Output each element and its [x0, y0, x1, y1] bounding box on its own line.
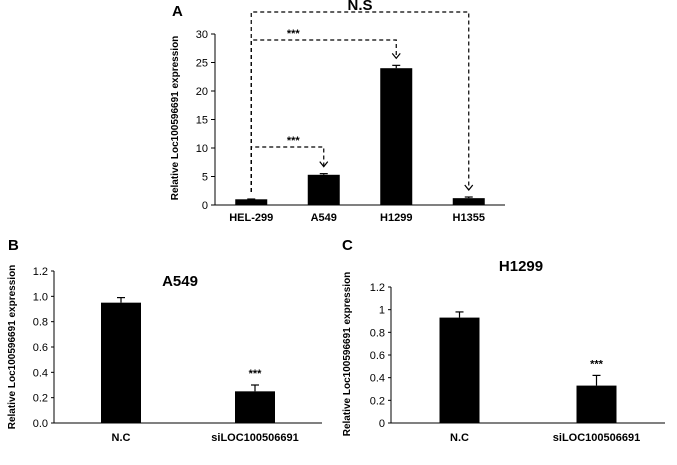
- panel-b-y-tick-label: 0.4: [33, 367, 48, 379]
- panel-b-significance-label: ***: [249, 368, 263, 380]
- panel-b-y-tick-label: 0.0: [33, 418, 48, 430]
- panel-b-bars: N.C siLOC100506691 ***: [101, 297, 299, 444]
- panel-c: C Relative Loc100596691 expression H1299…: [342, 237, 665, 444]
- panel-c-letter: C: [342, 237, 353, 254]
- panel-a-bar: [307, 174, 340, 205]
- panel-b-letter: B: [8, 237, 19, 254]
- panel-a-y-tick-label: 10: [196, 143, 208, 155]
- panel-b-title: A549: [162, 273, 198, 290]
- panel-a-category-label: H1355: [453, 212, 485, 224]
- panel-a-category-label: HEL-299: [229, 212, 273, 224]
- panel-c-significance-label: ***: [590, 358, 604, 370]
- panel-c-bars: N.C siLOC100506691 ***: [439, 311, 640, 444]
- panel-a-y-tick-label: 20: [196, 86, 208, 98]
- panel-a-y-axis-label: Relative Loc100596691 expression: [170, 36, 181, 201]
- panel-a-category-label: A549: [311, 212, 337, 224]
- panel-a-y-tick-label: 0: [202, 200, 208, 212]
- panel-b-y-tick-label: 0.2: [33, 393, 48, 405]
- panel-c-bar: [576, 385, 617, 423]
- panel-a-y-tick-label: 25: [196, 58, 208, 70]
- panel-a-bracket-arrowhead: [319, 161, 329, 168]
- panel-a-axes: 0 5 10 15 20 25 30: [196, 29, 505, 212]
- panel-a-significance-brackets: *** *** N.S: [250, 0, 474, 193]
- panel-a-bar: [380, 68, 413, 205]
- panel-c-y-tick-label: 0.8: [370, 327, 385, 339]
- panel-b-category-label: siLOC100506691: [211, 432, 298, 444]
- panel-c-title: H1299: [499, 258, 543, 275]
- panel-b-bar: [101, 302, 141, 423]
- panel-c-category-label: N.C: [450, 432, 469, 444]
- panel-b-y-tick-label: 0.6: [33, 342, 48, 354]
- panel-a-y-tick-label: 15: [196, 115, 208, 127]
- panel-b: B Relative Loc100596691 expression A549 …: [7, 237, 322, 444]
- panel-a-bracket-arrowhead: [464, 184, 474, 191]
- panel-a-significance-bracket: [250, 39, 397, 193]
- panel-a-y-tick-label: 30: [196, 29, 208, 41]
- panel-a-y-tick-label: 5: [202, 172, 208, 184]
- panel-b-y-tick-label: 0.8: [33, 317, 48, 329]
- panel-b-y-tick-label: 1.2: [33, 266, 48, 278]
- panel-b-y-axis-label: Relative Loc100596691 expression: [7, 265, 18, 430]
- panel-c-y-axis-label: Relative Loc100596691 expression: [342, 272, 353, 437]
- panel-c-y-tick-label: 0.2: [370, 395, 385, 407]
- panel-c-y-tick-label: 0.6: [370, 350, 385, 362]
- panel-a-bracket-arrowhead: [391, 52, 401, 60]
- panel-c-bar: [439, 317, 480, 423]
- panel-a-bracket-label: ***: [287, 28, 301, 40]
- panel-a-significance-bracket: [250, 11, 470, 193]
- panel-a-letter: A: [172, 3, 183, 20]
- panel-c-axes: 0 0.2 0.4 0.6 0.8 1 1.2: [370, 282, 665, 430]
- panel-a-bracket-label: N.S: [347, 0, 372, 14]
- panel-b-axes: 0.0 0.2 0.4 0.6 0.8 1.0 1.2: [33, 266, 322, 430]
- panel-a-bar: [235, 199, 268, 205]
- panel-a-category-label: H1299: [380, 212, 412, 224]
- panel-b-bar: [235, 391, 275, 423]
- panel-c-category-label: siLOC100506691: [553, 432, 640, 444]
- panel-a-bars: HEL-299 A549 H1299 H1355: [229, 64, 485, 224]
- panel-c-y-tick-label: 0: [379, 418, 385, 430]
- panel-b-category-label: N.C: [112, 432, 131, 444]
- panel-c-y-tick-label: 1: [379, 305, 385, 317]
- panel-a: A Relative Loc100596691 expression 0 5 10 1…: [170, 0, 505, 224]
- panel-c-y-tick-label: 1.2: [370, 282, 385, 294]
- panel-c-y-tick-label: 0.4: [370, 373, 385, 385]
- panel-a-bar: [452, 198, 485, 205]
- panel-b-y-tick-label: 1.0: [33, 291, 48, 303]
- panel-a-bracket-label: ***: [287, 135, 301, 147]
